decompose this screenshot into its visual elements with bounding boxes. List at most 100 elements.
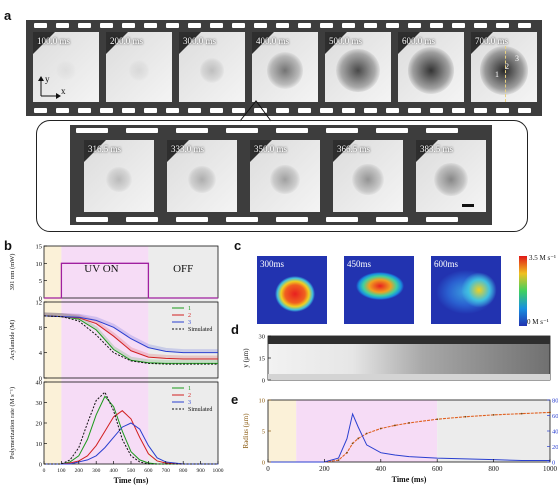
panel-a-label: a: [4, 8, 12, 23]
x-tick-label: 500: [127, 468, 136, 474]
sprocket-holes-bottom: [26, 108, 539, 113]
position-label: 3: [515, 54, 519, 63]
y-tick-label: 30: [259, 334, 266, 341]
axis-x-label: x: [61, 86, 66, 96]
legend-label: 2: [188, 393, 191, 399]
sprocket-hole: [210, 23, 223, 28]
frame-time-label: 600.0 ms: [402, 36, 436, 46]
zoom-frame: 383.5 ms: [416, 140, 486, 212]
legend-label: 3: [188, 320, 191, 326]
gel-region: [128, 60, 150, 81]
uv-off-region: [437, 400, 550, 462]
heatmap-time-label: 300ms: [260, 259, 285, 269]
frame-time-label: 316.5 ms: [88, 144, 122, 154]
gel-region: [266, 52, 304, 89]
series-line-1: [43, 315, 218, 364]
frame-corner: [250, 140, 272, 162]
legend-label: 1: [188, 386, 191, 392]
sprocket-hole: [342, 108, 355, 113]
sprocket-hole: [408, 23, 421, 28]
radius-point: [408, 422, 410, 424]
frame-corner: [398, 32, 420, 54]
sprocket-hole: [298, 23, 311, 28]
radius-point: [351, 442, 354, 445]
y-left-tick-label: 0: [262, 460, 265, 467]
gel-region: [270, 164, 300, 195]
sprocket-hole: [34, 23, 47, 28]
gel-region: [336, 48, 380, 93]
sprocket-hole: [176, 217, 208, 222]
pre-uv-region: [44, 246, 62, 464]
x-tick-label: 600: [144, 468, 153, 474]
film-strip-top: 100.0 ms y x 200.0 ms 300.0 ms 400.0 ms 500.0 …: [26, 20, 542, 116]
sprocket-hole: [386, 23, 399, 28]
x-axis-label: Time (ms): [392, 475, 427, 484]
y-left-axis-label: Radius (μm): [242, 413, 250, 449]
series-line-1: [44, 395, 218, 465]
sprocket-hole: [210, 108, 223, 113]
sprocket-hole: [474, 108, 487, 113]
sprocket-hole: [78, 23, 91, 28]
y-right-tick-label: 0: [552, 460, 555, 467]
sprocket-hole: [474, 23, 487, 28]
velocity-line: [268, 412, 550, 463]
colorbar-max-label: 3.5 M s⁻¹: [529, 254, 556, 262]
frame-corner: [471, 32, 493, 54]
y-tick-label: 0: [262, 378, 265, 385]
radius-line: [268, 411, 551, 463]
sprocket-hole: [232, 108, 245, 113]
y-right-tick-label: 80: [552, 398, 558, 405]
y-tick-label: 0: [39, 296, 42, 303]
x-tick-label: 1000: [213, 468, 224, 474]
zoom-callout: [239, 100, 272, 122]
sprocket-hole: [122, 23, 135, 28]
radius-point: [394, 424, 396, 427]
series-noise-band: [43, 312, 218, 353]
sprocket-hole: [426, 217, 458, 222]
x-tick-label: 400: [376, 465, 387, 473]
frame-corner: [33, 32, 55, 54]
zoom-frame: 350.0 ms: [250, 140, 320, 212]
frame-corner: [84, 140, 106, 162]
film-strip-zoom: 316.5 ms 333.0 ms 350.0 ms 366.5 ms 383.5 ms: [70, 125, 492, 225]
sprocket-hole: [326, 128, 358, 133]
y-axis-label: Acylamide (M): [9, 320, 16, 360]
zoom-frame: 366.5 ms: [333, 140, 403, 212]
rate-heatmap: 600ms: [431, 256, 501, 324]
y-tick-label: 20: [36, 421, 43, 428]
sprocket-hole: [364, 23, 377, 28]
y-right-tick-label: 40: [552, 429, 558, 436]
sprocket-hole: [386, 108, 399, 113]
sprocket-hole: [496, 23, 509, 28]
x-tick-label: 200: [75, 468, 84, 474]
sprocket-hole: [298, 108, 311, 113]
gel-region: [352, 163, 384, 196]
series-line-power: [44, 262, 218, 299]
y-tick-label: 10: [36, 441, 43, 448]
time-frame: 100.0 ms y x: [33, 32, 99, 102]
sprocket-hole: [34, 108, 47, 113]
x-tick-label: 800: [488, 465, 499, 473]
legend-label: 1: [188, 306, 191, 312]
y-axis-label: 391 nm (mW): [9, 254, 16, 291]
sprocket-hole: [276, 23, 289, 28]
sprocket-hole: [342, 23, 355, 28]
frame-corner: [252, 32, 274, 54]
legend-label: 2: [188, 313, 191, 319]
y-axis-label: y (μm): [242, 348, 250, 368]
sprocket-hole: [76, 217, 108, 222]
sprocket-hole: [320, 108, 333, 113]
frame-time-label: 100.0 ms: [37, 36, 71, 46]
frame-corner: [106, 32, 128, 54]
gel-region: [479, 46, 529, 95]
uv-off-region: [148, 246, 218, 464]
heatmap-time-label: 450ms: [347, 259, 372, 269]
sprocket-hole: [226, 217, 258, 222]
pre-uv-region: [268, 400, 297, 462]
x-axis-label: Time (ms): [114, 476, 149, 485]
x-tick-label: 0: [266, 465, 270, 473]
y-tick-label: 0: [39, 462, 42, 469]
radius-point: [337, 459, 340, 462]
sprocket-hole: [276, 128, 308, 133]
profile-line: [505, 46, 506, 102]
